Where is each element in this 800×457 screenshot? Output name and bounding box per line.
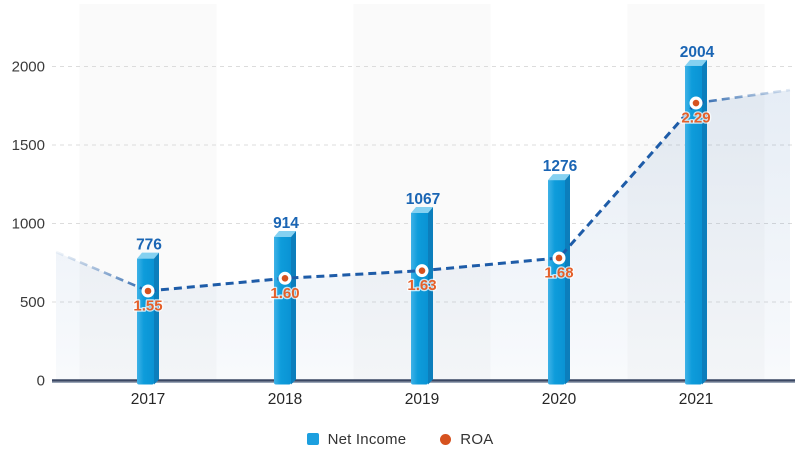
bar-value-label: 2004 bbox=[680, 44, 715, 61]
net-income-swatch-icon bbox=[306, 433, 319, 445]
roa-point-center bbox=[555, 254, 563, 262]
bar-top-face bbox=[411, 206, 433, 213]
y-tick-label: 1500 bbox=[12, 137, 45, 154]
roa-point[interactable] bbox=[415, 264, 429, 278]
bar-front-face bbox=[411, 212, 428, 385]
bar-front-face bbox=[685, 65, 702, 385]
bar-front-face bbox=[548, 180, 565, 385]
bar-top-face bbox=[685, 59, 707, 66]
bar-top-face bbox=[137, 252, 159, 259]
legend-label-roa: ROA bbox=[460, 430, 494, 448]
bar-side-face bbox=[428, 206, 433, 385]
x-tick-label: 2017 bbox=[131, 391, 165, 408]
bar-top-face bbox=[548, 174, 570, 181]
bar-value-label: 776 bbox=[136, 237, 162, 254]
net-income-bar[interactable] bbox=[274, 231, 296, 385]
net-income-bar[interactable] bbox=[137, 252, 159, 385]
legend-item-roa[interactable]: ROA bbox=[440, 431, 493, 448]
bar-value-label: 1067 bbox=[406, 191, 440, 208]
y-tick-label: 0 bbox=[37, 373, 45, 390]
bar-side-face bbox=[565, 174, 570, 385]
legend-label-net-income: Net Income bbox=[327, 430, 407, 448]
roa-line-tail bbox=[695, 88, 791, 105]
bar-side-face bbox=[291, 231, 296, 385]
net-income-bar[interactable] bbox=[685, 59, 707, 385]
bar-side-face bbox=[154, 252, 159, 385]
bar-top-face bbox=[274, 231, 296, 238]
bar-front-face bbox=[274, 237, 291, 385]
roa-point[interactable] bbox=[689, 96, 703, 110]
bar-value-label: 914 bbox=[273, 215, 299, 232]
x-tick-label: 2020 bbox=[542, 391, 577, 408]
roa-value-label: 1.68 bbox=[544, 264, 573, 281]
roa-point[interactable] bbox=[552, 251, 566, 265]
net-income-bar[interactable] bbox=[411, 206, 433, 385]
y-tick-label: 2000 bbox=[12, 59, 45, 76]
roa-point-center bbox=[144, 287, 152, 295]
y-tick-label: 1000 bbox=[12, 216, 45, 233]
x-tick-label: 2018 bbox=[268, 391, 302, 408]
roa-value-label: 1.60 bbox=[270, 285, 299, 302]
roa-point[interactable] bbox=[278, 271, 292, 285]
x-tick-label: 2019 bbox=[405, 391, 439, 408]
bar-front-face bbox=[137, 258, 154, 385]
roa-value-label: 2.29 bbox=[681, 110, 710, 127]
roa-point-center bbox=[418, 267, 426, 274]
roa-point-center bbox=[692, 99, 700, 107]
x-tick-label: 2021 bbox=[679, 391, 713, 408]
roa-value-label: 1.55 bbox=[133, 298, 162, 315]
net-income-bar[interactable] bbox=[548, 174, 570, 385]
roa-point-center bbox=[281, 275, 289, 282]
roa-value-label: 1.63 bbox=[407, 277, 436, 294]
roa-area bbox=[56, 90, 790, 381]
roa-line-leadin bbox=[55, 250, 149, 293]
roa-point[interactable] bbox=[141, 284, 155, 298]
chart-legend: Net Income ROA bbox=[0, 427, 800, 451]
legend-item-net-income[interactable]: Net Income bbox=[306, 430, 407, 448]
roa-dot-icon bbox=[440, 433, 452, 445]
bar-value-label: 1276 bbox=[543, 158, 578, 175]
y-tick-label: 500 bbox=[20, 294, 45, 311]
bar-side-face bbox=[702, 59, 707, 385]
